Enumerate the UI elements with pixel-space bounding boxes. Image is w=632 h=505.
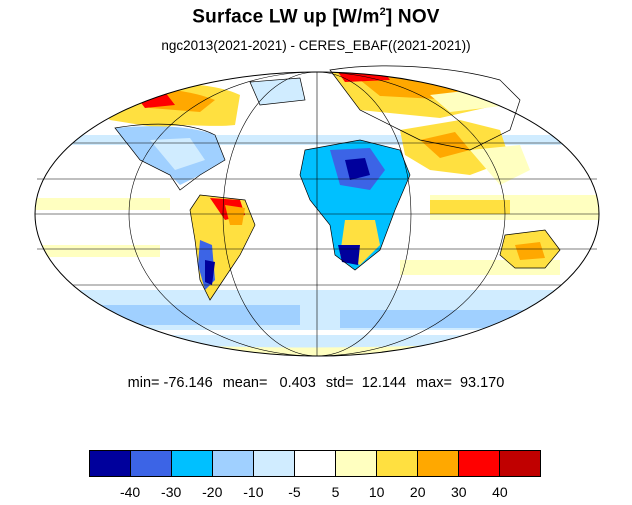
stat-std: std= 12.144 (325, 375, 407, 391)
colorbar-box (90, 451, 131, 476)
colorbar-tick-label: 20 (409, 484, 426, 500)
colorbar-box (336, 451, 377, 476)
stat-max: max= 93.170 (416, 375, 505, 391)
title-main: Surface LW up [W/m (192, 6, 380, 28)
colorbar-box (377, 451, 418, 476)
colorbar-box (213, 451, 254, 476)
coastline (189, 194, 256, 301)
colorbar-ticks: -40 -30 -20 -10 -5 5 10 20 30 40 (0, 484, 632, 504)
statistics-line: min= -76.146 mean= 0.403 std= 12.144 max= 9… (0, 375, 632, 391)
coastline (249, 77, 306, 106)
field-patch (205, 260, 215, 285)
title-suffix: ] NOV (385, 6, 440, 28)
field-patch (470, 145, 530, 185)
plot-subtitle: ngc2013(2021-2021) - CERES_EBAF((2021-20… (161, 38, 471, 53)
colorbar-box (500, 451, 540, 476)
field-patch (60, 305, 300, 325)
field-patch (340, 310, 540, 328)
field-patch (430, 200, 510, 214)
colorbar-box (418, 451, 459, 476)
plot-title: Surface LW up [W/m2] NOV (0, 6, 632, 28)
coastline (299, 139, 411, 271)
colorbar-box (254, 451, 295, 476)
stat-min: min= -76.146 (127, 375, 213, 391)
colorbar-box (131, 451, 172, 476)
colorbar-tick-label: -10 (243, 484, 264, 500)
colorbar (89, 450, 541, 477)
field-patch (35, 135, 599, 145)
colorbar-tick-label: -5 (288, 484, 301, 500)
colorbar-tick-label: 40 (492, 484, 508, 500)
coastline (499, 229, 561, 269)
colorbar-box (172, 451, 213, 476)
colorbar-tick-label: 5 (331, 484, 340, 500)
colorbar-tick-label: -20 (202, 484, 223, 500)
field-patch (515, 242, 545, 260)
field-patch (40, 245, 160, 257)
colorbar-tick-label: -30 (161, 484, 182, 500)
coastlines (114, 65, 561, 301)
field-patch (345, 158, 370, 180)
colorbar-tick-label: 10 (368, 484, 385, 500)
colorbar-box (459, 451, 500, 476)
field-patch (250, 78, 305, 105)
colorbar-box (295, 451, 336, 476)
coastline (114, 123, 226, 191)
coastline (329, 65, 521, 151)
colorbar-tick-label: -40 (119, 484, 141, 500)
colorbar-tick-label: 30 (451, 484, 467, 500)
field-patch (150, 138, 205, 170)
field-patch (35, 198, 170, 210)
title-superscript: 2 (379, 6, 386, 18)
stat-mean: mean= 0.403 (222, 375, 316, 391)
field-patch (225, 205, 245, 225)
globe-outline (34, 71, 600, 357)
field-patch (338, 245, 360, 265)
